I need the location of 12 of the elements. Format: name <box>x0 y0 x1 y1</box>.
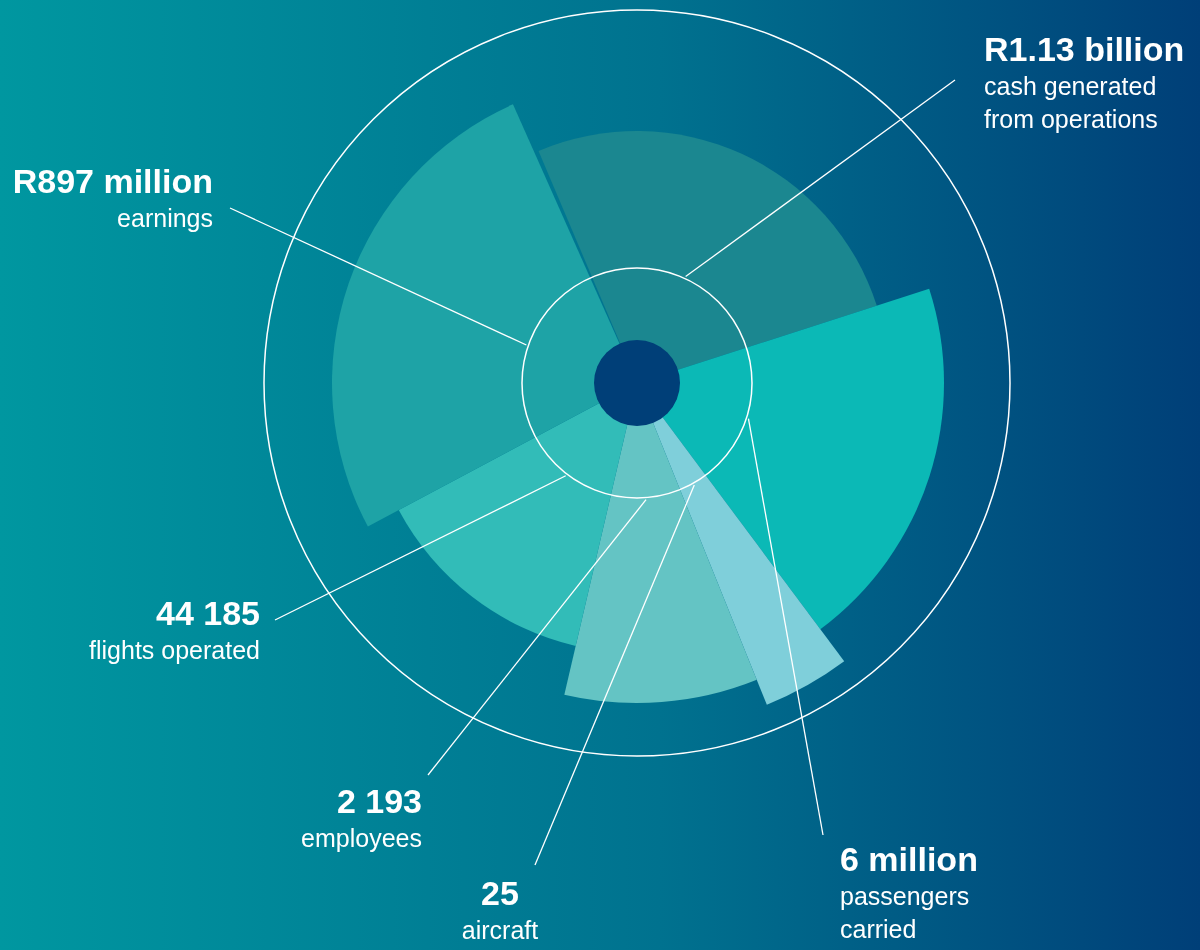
data-label: R1.13 billion <box>984 29 1186 70</box>
category-label: cash generated from operations <box>984 71 1159 135</box>
data-label: 25 <box>480 873 520 914</box>
data-label: R897 million <box>11 161 213 202</box>
category-label: aircraft <box>460 915 540 946</box>
data-label: 6 million <box>840 839 979 880</box>
category-label: passengers carried <box>840 881 971 945</box>
data-label: 44 185 <box>155 593 260 634</box>
data-label: 2 193 <box>335 781 422 822</box>
category-label: employees <box>300 823 422 854</box>
category-label: flights operated <box>88 635 260 666</box>
category-label: earnings <box>116 203 213 234</box>
